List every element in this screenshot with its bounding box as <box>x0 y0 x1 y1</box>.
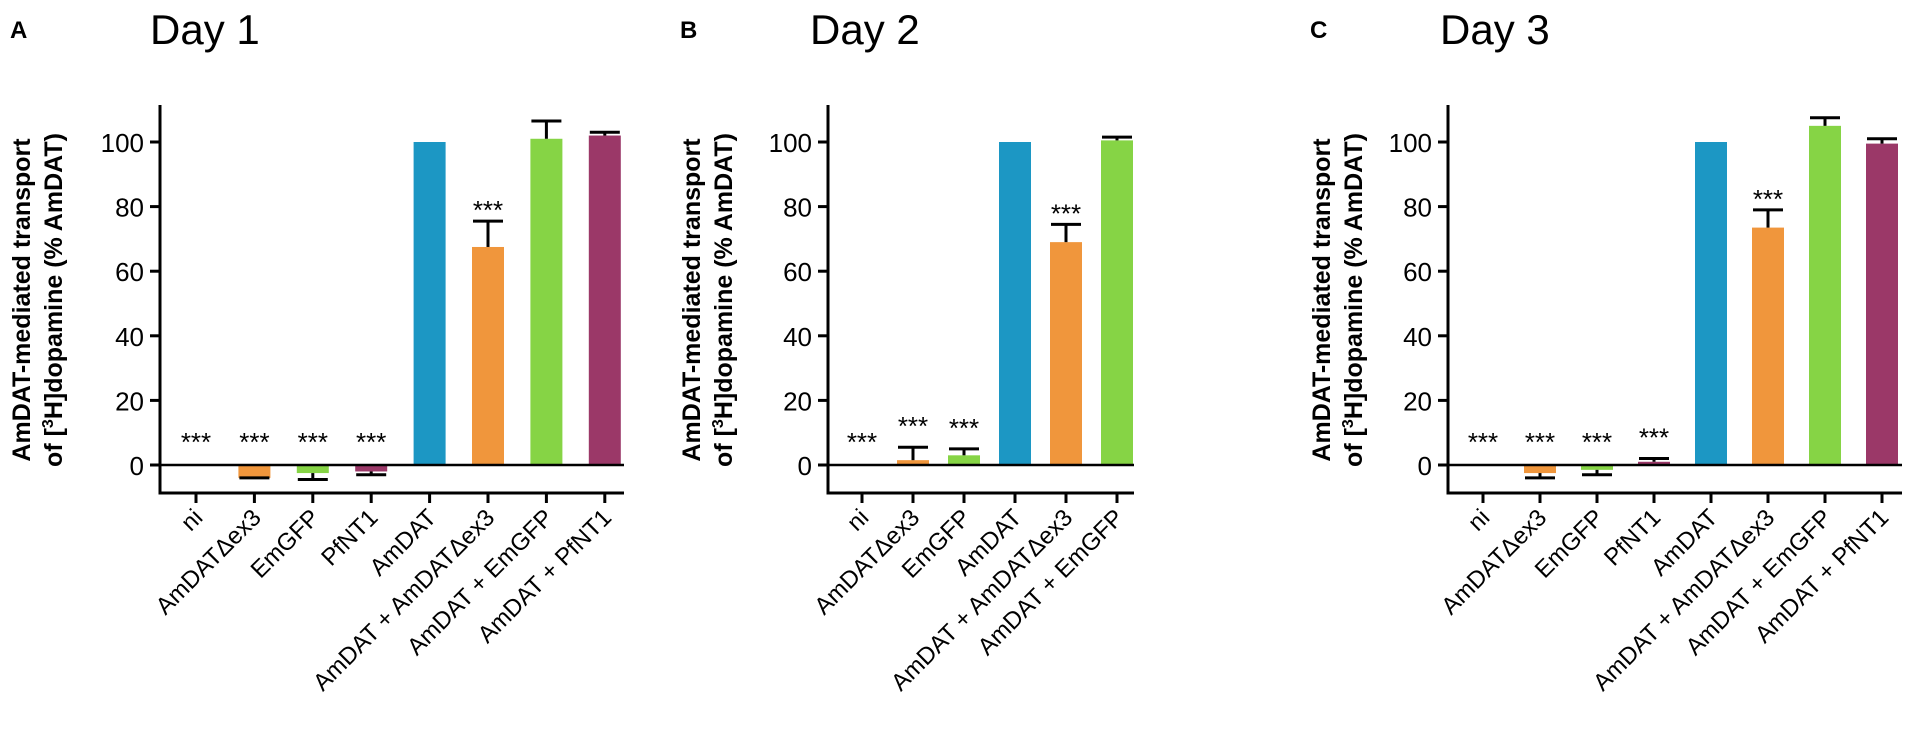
significance-marker: *** <box>239 427 269 457</box>
y-axis-label-line1: AmDAT-mediated transport <box>8 138 36 462</box>
bar-1 <box>238 465 271 478</box>
y-tick-label: 80 <box>115 193 144 223</box>
significance-marker: *** <box>181 427 211 457</box>
bar-6 <box>1809 125 1841 465</box>
bar-5 <box>1752 227 1784 465</box>
y-axis-label-line2: of [3H]dopamine (% AmDAT) <box>710 133 738 467</box>
significance-marker: *** <box>949 413 979 443</box>
y-tick-label: 40 <box>1403 322 1432 352</box>
bar-6 <box>530 138 563 465</box>
y-label-superscript: 3 <box>710 419 727 428</box>
y-tick-label: 60 <box>783 257 812 287</box>
y-tick-label: 60 <box>115 257 144 287</box>
bar-4 <box>1695 142 1727 465</box>
significance-marker: *** <box>1639 423 1669 453</box>
y-tick-label: 40 <box>115 322 144 352</box>
y-tick-label: 20 <box>783 386 812 416</box>
bar-3 <box>1638 461 1670 465</box>
y-tick-label: 80 <box>783 193 812 223</box>
y-tick-label: 100 <box>769 128 812 158</box>
x-tick-label: ni <box>842 504 874 536</box>
bar-7 <box>588 135 621 466</box>
significance-marker: *** <box>1051 198 1081 228</box>
significance-marker: *** <box>1468 427 1498 457</box>
y-tick-label: 20 <box>115 386 144 416</box>
y-tick-label: 40 <box>783 322 812 352</box>
y-label-text: H]dopamine (% AmDAT) <box>1340 133 1368 419</box>
bar-5 <box>472 246 504 465</box>
significance-marker: *** <box>298 427 328 457</box>
bar-3 <box>999 142 1031 465</box>
y-label-text: of [ <box>710 427 738 467</box>
panel-letter: C <box>1310 17 1327 44</box>
significance-marker: *** <box>847 427 877 457</box>
panel-title: Day 3 <box>1440 6 1550 53</box>
bar-4 <box>1050 242 1082 465</box>
bar-2 <box>296 465 329 474</box>
y-tick-label: 0 <box>130 451 144 481</box>
panel-b: B Day 2 AmDAT-mediated transport of [3H]dop… <box>678 6 1134 696</box>
bar-1 <box>1524 465 1556 474</box>
panel-letter: A <box>10 17 27 44</box>
panel-title: Day 2 <box>810 6 920 53</box>
y-tick-label: 60 <box>1403 257 1432 287</box>
y-tick-label: 0 <box>798 451 812 481</box>
y-tick-label: 100 <box>101 128 144 158</box>
y-axis-label-line2: of [3H]dopamine (% AmDAT) <box>40 133 68 467</box>
y-tick-label: 80 <box>1403 193 1432 223</box>
y-tick-label: 0 <box>1418 451 1432 481</box>
bar-4 <box>413 142 446 465</box>
y-label-text: H]dopamine (% AmDAT) <box>710 133 738 419</box>
bar-1 <box>897 460 929 465</box>
y-tick-label: 100 <box>1389 128 1432 158</box>
bar-2 <box>948 455 980 465</box>
y-label-text: H]dopamine (% AmDAT) <box>40 133 68 419</box>
significance-marker: *** <box>1582 427 1612 457</box>
bar-2 <box>1581 465 1613 470</box>
y-label-superscript: 3 <box>40 419 57 428</box>
significance-marker: *** <box>1753 184 1783 214</box>
y-label-text: of [ <box>40 427 68 467</box>
y-axis-label-line1: AmDAT-mediated transport <box>678 138 706 462</box>
y-label-text: of [ <box>1340 427 1368 467</box>
panel-title: Day 1 <box>150 6 260 53</box>
y-axis-label-line2: of [3H]dopamine (% AmDAT) <box>1340 133 1368 467</box>
significance-marker: *** <box>356 427 386 457</box>
panel-letter: B <box>680 17 697 44</box>
bar-3 <box>355 465 388 472</box>
bar-5 <box>1101 140 1133 465</box>
panel-a: A Day 1 AmDAT-mediated transport of [3H]dop… <box>8 6 624 696</box>
significance-marker: *** <box>898 411 928 441</box>
panel-c: C Day 3 AmDAT-mediated transport of [3H]dop… <box>1308 6 1902 696</box>
bar-7 <box>1866 143 1898 466</box>
significance-marker: *** <box>1525 427 1555 457</box>
significance-marker: *** <box>473 195 503 225</box>
y-label-superscript: 3 <box>1340 419 1357 428</box>
y-tick-label: 20 <box>1403 386 1432 416</box>
x-tick-label: ni <box>1463 504 1495 536</box>
x-tick-label: ni <box>176 504 208 536</box>
y-axis-label-line1: AmDAT-mediated transport <box>1308 138 1336 462</box>
